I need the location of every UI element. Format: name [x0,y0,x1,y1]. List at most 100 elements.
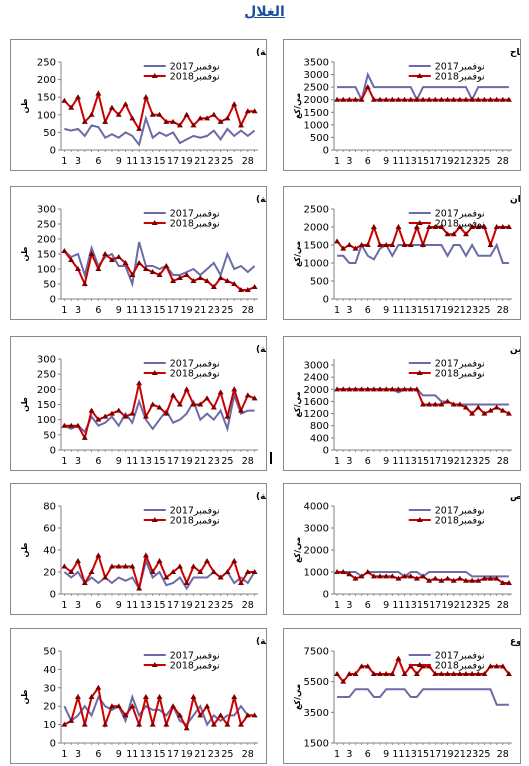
x-tick-label: 19 [442,456,454,467]
series-marker-2018 [432,671,439,676]
series-marker-2018 [438,671,445,676]
series-marker-2018 [450,231,457,237]
y-tick-label: 1500 [304,108,329,119]
y-tick-label: 500 [310,277,329,288]
series-marker-2018 [136,585,143,591]
y-tick-label: 250 [37,220,56,231]
series-marker-2018 [88,569,95,574]
x-tick-label: 17 [167,156,179,167]
x-tick-label: 17 [167,305,179,316]
series-marker-2018 [389,671,396,676]
series-marker-2018 [197,401,204,407]
y-tick-label: 50 [43,128,56,139]
x-tick-label: 19 [181,456,193,467]
series-marker-2018 [115,563,122,569]
y-axis-label: مي/كغ [293,537,302,563]
series-marker-2018 [163,574,170,580]
series-marker-2018 [244,569,251,574]
series-marker-2018 [438,401,445,407]
chart-svg: تطور التزويد- القارص (الكمية) 0 20 40 60 80 طن… [20,492,266,611]
chart-svg: تطور الأسعار- القارص 0 1000 2000 3000 4000 مي/… [293,490,520,611]
x-tick-label: 11 [126,456,138,467]
y-tick-label: 0 [50,295,56,306]
legend-label: نوفمبر2018 [170,661,220,672]
series-marker-2018 [176,275,183,280]
y-tick-label: 2500 [304,205,329,216]
series-marker-2018 [190,694,197,699]
series-marker-2018 [115,407,122,413]
series-marker-2018 [407,96,414,102]
series-marker-2018 [149,401,156,407]
series-marker-2018 [438,224,445,229]
series-marker-2018 [88,251,95,256]
x-tick-label: 15 [417,156,429,167]
chart-title: تطور التزويد- الرمان (الكمية) [256,195,266,205]
x-tick-label: 13 [405,456,417,467]
y-tick-label: 4000 [304,502,329,513]
series-marker-2018 [450,577,457,583]
y-tick-label: 1500 [304,241,329,252]
series-marker-2018 [450,671,457,676]
chart-title: تطور التزويد- تفاح (الكمية) [256,48,266,58]
series-line-2017 [337,688,509,706]
legend-label: نوفمبر2017 [435,506,485,517]
x-tick-label: 11 [126,156,138,167]
chart-panel-clementine-supply: تطور التزويد- كليمنتين (الكمية) 0 50 100 150… [10,336,267,471]
series-marker-2018 [95,416,102,422]
x-tick-label: 3 [75,156,81,167]
series-marker-2018 [432,401,439,407]
x-tick-label: 17 [429,156,441,167]
series-marker-2018 [352,671,359,676]
y-tick-label: 0 [50,739,56,750]
series-marker-2018 [352,96,359,102]
legend-marker [151,73,158,78]
chart-title: تطور الأسعار- دقلة فروع [510,635,520,647]
series-marker-2018 [389,96,396,102]
chart-panel-deglet-supply: تطور التزويد- دقلة فروع (الكمية) 0 10 20 30 4… [10,628,267,764]
separator-mark [270,452,272,464]
y-tick-label: 250 [37,370,56,381]
x-tick-label: 1 [334,305,340,316]
series-marker-2018 [244,287,251,292]
series-marker-2018 [197,115,204,121]
series-marker-2018 [438,96,445,102]
x-tick-label: 17 [167,456,179,467]
legend-marker [416,370,423,375]
series-marker-2018 [413,575,420,581]
series-marker-2018 [74,266,81,271]
x-tick-label: 21 [454,456,466,467]
series-marker-2018 [217,389,224,395]
y-tick-label: 0 [323,295,329,306]
x-tick-label: 1 [334,749,340,760]
x-tick-label: 19 [442,305,454,316]
series-marker-2018 [377,242,384,247]
x-tick-label: 13 [140,456,152,467]
x-tick-label: 15 [417,749,429,760]
x-tick-label: 25 [478,456,490,467]
series-marker-2018 [210,111,217,117]
series-marker-2018 [346,386,353,392]
x-tick-label: 1 [61,305,67,316]
series-marker-2018 [170,278,177,283]
y-tick-label: 7500 [304,647,329,658]
series-marker-2018 [115,254,122,259]
x-tick-label: 3 [346,305,352,316]
y-tick-label: 20 [43,702,56,713]
series-marker-2018 [115,111,122,117]
x-tick-label: 21 [194,600,206,611]
x-tick-label: 13 [405,305,417,316]
series-marker-2018 [469,410,476,416]
series-marker-2018 [395,224,402,229]
series-marker-2018 [156,558,163,563]
y-tick-label: 2500 [304,83,329,94]
series-marker-2018 [136,260,143,265]
legend-label: نوفمبر2018 [435,661,485,672]
legend-label: نوفمبر2018 [435,516,485,527]
series-marker-2018 [475,577,482,583]
series-marker-2018 [163,721,170,727]
y-tick-label: 100 [37,110,56,121]
series-marker-2018 [183,111,190,117]
legend-label: نوفمبر2018 [435,369,485,380]
series-marker-2018 [505,224,512,229]
x-tick-label: 23 [466,600,478,611]
